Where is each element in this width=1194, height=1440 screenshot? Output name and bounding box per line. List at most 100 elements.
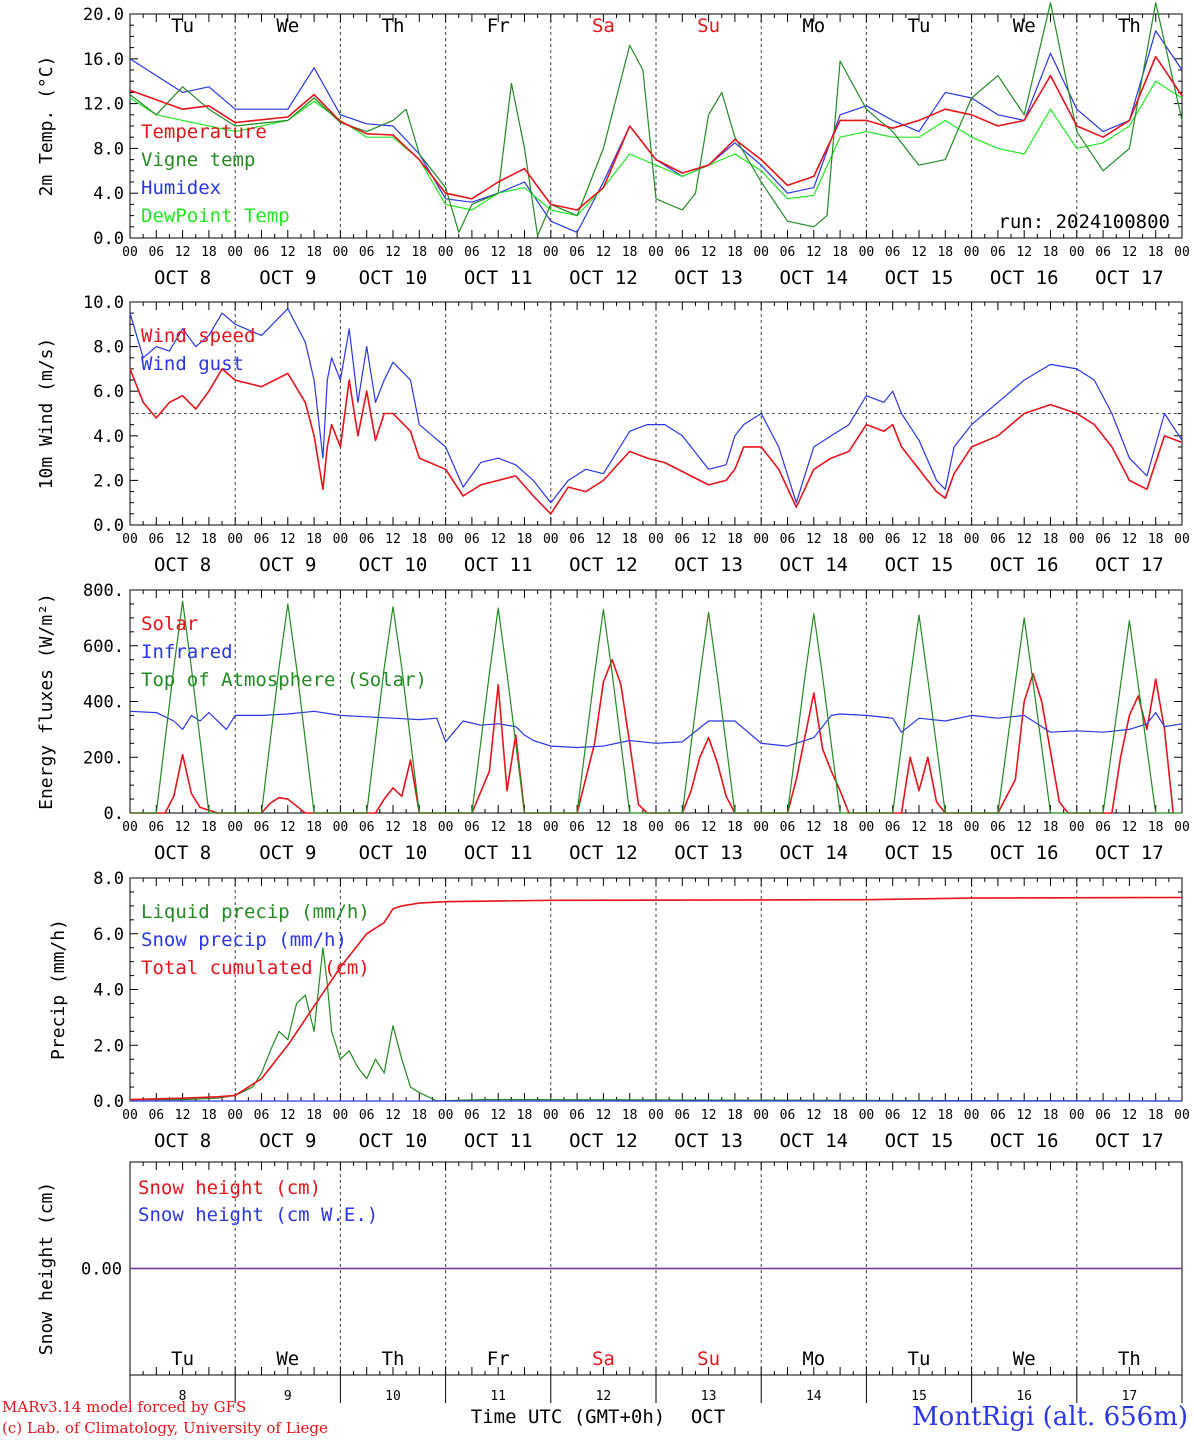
hour-tick-label: 00 — [227, 1108, 243, 1123]
y-tick-label: 0.0 — [93, 1092, 124, 1112]
hour-tick-label: 00 — [543, 1108, 559, 1123]
date-label: OCT 11 — [464, 842, 533, 864]
hour-tick-label: 00 — [753, 1108, 769, 1123]
hour-tick-label: 18 — [1043, 820, 1059, 835]
hour-tick-label: 12 — [490, 1108, 506, 1123]
date-label: OCT 12 — [569, 842, 638, 864]
hour-tick-label: 12 — [1122, 245, 1138, 260]
date-label: OCT 10 — [359, 554, 428, 576]
date-label: OCT 17 — [1095, 267, 1164, 289]
hour-tick-label: 06 — [254, 1108, 270, 1123]
hour-tick-label: 12 — [806, 820, 822, 835]
energy-series-infrared — [129, 710, 1183, 749]
y-tick-label: 200. — [83, 748, 124, 768]
run-label: run: 2024100800 — [998, 211, 1170, 233]
hour-tick-label: 00 — [543, 820, 559, 835]
hour-tick-label: 00 — [543, 532, 559, 547]
hour-tick-label: 12 — [806, 1108, 822, 1123]
date-label: OCT 16 — [990, 1130, 1059, 1152]
hour-tick-label: 18 — [201, 820, 217, 835]
hour-tick-label: 00 — [859, 532, 875, 547]
hour-tick-label: 06 — [254, 532, 270, 547]
legend-entry: Snow height (cm W.E.) — [138, 1204, 378, 1226]
date-label: OCT 11 — [464, 1130, 533, 1152]
model-credit: MARv3.14 model forced by GFS — [2, 1398, 247, 1416]
hour-tick-label: 06 — [359, 820, 375, 835]
y-tick-label: 8.0 — [93, 869, 124, 889]
y-tick-label: 400. — [83, 693, 124, 713]
hour-tick-label: 12 — [385, 1108, 401, 1123]
hour-tick-label: 18 — [937, 532, 953, 547]
day-number-label: 11 — [490, 1389, 506, 1404]
hour-tick-label: 00 — [753, 532, 769, 547]
date-label: OCT 8 — [154, 267, 211, 289]
hour-tick-label: 18 — [622, 1108, 638, 1123]
hour-tick-label: 18 — [201, 1108, 217, 1123]
y-tick-label: 0. — [104, 804, 124, 824]
y-tick-label: 4.0 — [93, 184, 124, 204]
date-label: OCT 9 — [259, 267, 316, 289]
hour-tick-label: 12 — [385, 245, 401, 260]
hour-tick-label: 12 — [385, 532, 401, 547]
hour-tick-label: 06 — [569, 820, 585, 835]
hour-tick-label: 06 — [569, 1108, 585, 1123]
date-label: OCT 14 — [779, 1130, 848, 1152]
day-name-label: Fr — [487, 15, 510, 37]
wind-panel: 0.0 2.0 4.0 6.0 8.0 10.0 10m Wind (m/s) Wind sp… — [36, 293, 1190, 576]
hour-tick-label: 12 — [175, 532, 191, 547]
hour-tick-label: 06 — [780, 1108, 796, 1123]
hour-tick-label: 18 — [201, 532, 217, 547]
day-number-label: 13 — [701, 1389, 717, 1404]
hour-tick-label: 18 — [727, 820, 743, 835]
hour-tick-label: 12 — [280, 1108, 296, 1123]
date-label: OCT 16 — [990, 267, 1059, 289]
date-label: OCT 8 — [154, 1130, 211, 1152]
hour-tick-label: 00 — [438, 245, 454, 260]
wind-series-wind-gust — [129, 308, 1183, 504]
date-label: OCT 16 — [990, 842, 1059, 864]
hour-tick-label: 18 — [832, 820, 848, 835]
temperature-series-vigne-temp — [129, 2, 1183, 237]
hour-tick-label: 06 — [885, 820, 901, 835]
hour-tick-label: 12 — [385, 820, 401, 835]
hour-tick-label: 12 — [596, 1108, 612, 1123]
hour-tick-label: 00 — [964, 1108, 980, 1123]
y-tick-label: 0.0 — [93, 229, 124, 249]
day-number-label: 16 — [1016, 1389, 1032, 1404]
day-name-label: We — [1013, 1348, 1036, 1370]
hour-tick-label: 18 — [411, 245, 427, 260]
hour-tick-label: 00 — [1069, 820, 1085, 835]
day-name-label: Sa — [592, 15, 615, 37]
y-tick-label: 12.0 — [83, 95, 124, 115]
date-label: OCT 12 — [569, 1130, 638, 1152]
y-tick-label: 4.0 — [93, 427, 124, 447]
date-label: OCT 13 — [674, 1130, 743, 1152]
day-number-label: 17 — [1122, 1389, 1138, 1404]
y-tick-label: 4.0 — [93, 981, 124, 1001]
hour-tick-label: 18 — [1043, 245, 1059, 260]
day-name-label: Su — [697, 15, 720, 37]
temperature-panel: 0.0 4.0 8.0 12.0 16.0 20.0 2m Temp. (°C) Temper… — [36, 2, 1190, 289]
hour-tick-label: 18 — [411, 1108, 427, 1123]
hour-tick-label: 18 — [306, 820, 322, 835]
hour-tick-label: 06 — [569, 245, 585, 260]
energy-y-axis-title: Energy fluxes (W/m²) — [36, 593, 57, 810]
hour-tick-label: 06 — [1095, 1108, 1111, 1123]
hour-tick-label: 18 — [622, 820, 638, 835]
hour-tick-label: 18 — [727, 1108, 743, 1123]
hour-tick-label: 12 — [175, 820, 191, 835]
hour-tick-label: 00 — [1174, 245, 1190, 260]
legend-entry: Snow precip (mm/h) — [141, 929, 347, 951]
hour-tick-label: 00 — [964, 245, 980, 260]
hour-tick-label: 12 — [280, 245, 296, 260]
hour-tick-label: 18 — [937, 1108, 953, 1123]
hour-tick-label: 00 — [333, 245, 349, 260]
hour-tick-label: 18 — [832, 245, 848, 260]
hour-tick-label: 06 — [1095, 532, 1111, 547]
hour-tick-label: 12 — [701, 245, 717, 260]
date-label: OCT 15 — [885, 842, 954, 864]
precip-panel: 0.0 2.0 4.0 6.0 8.0 Precip (mm/h) Liquid preci… — [48, 869, 1190, 1152]
wind-y-axis-title: 10m Wind (m/s) — [36, 338, 57, 490]
hour-tick-label: 06 — [990, 1108, 1006, 1123]
legend-entry: Infrared — [141, 641, 233, 663]
